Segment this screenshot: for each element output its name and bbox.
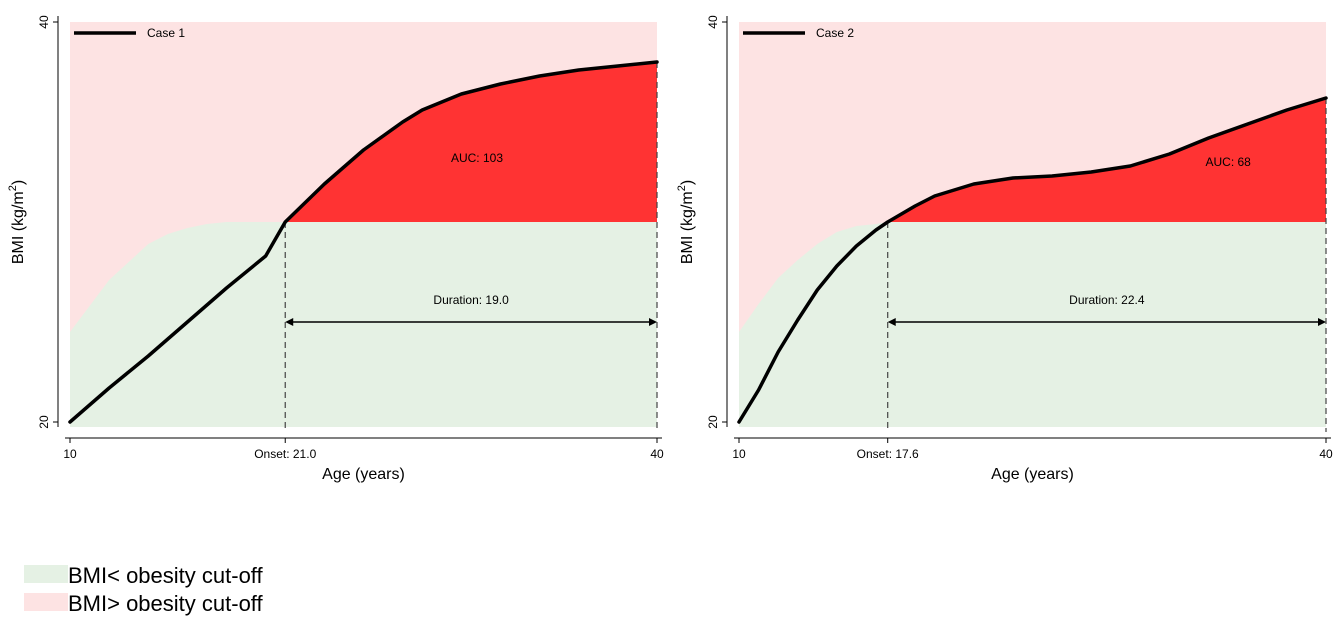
x-tick-label: Onset: 21.0	[254, 447, 316, 461]
duration-arrowhead-left	[887, 318, 896, 326]
duration-label: Duration: 19.0	[433, 293, 509, 307]
bmi-curve-line	[68, 60, 659, 424]
x-axis-title: Age (years)	[991, 466, 1074, 483]
y-tick-label: 20	[37, 415, 51, 429]
y-tick-label: 40	[706, 15, 720, 29]
legend-item-label: BMI> obesity cut-off	[68, 591, 264, 616]
chart-panel-1: Duration: 19.0 AUC: 103 Case 1 20 40 10 Onset:…	[7, 15, 664, 483]
legend-swatch	[24, 565, 68, 583]
x-tick-label: 10	[63, 447, 77, 461]
duration-label: Duration: 22.4	[1069, 293, 1145, 307]
legend-item-label: BMI< obesity cut-off	[68, 563, 264, 588]
x-axis-title: Age (years)	[322, 466, 405, 483]
below-cutoff-band	[70, 222, 657, 427]
auc-area	[285, 62, 657, 222]
y-tick-label: 20	[706, 415, 720, 429]
duration-arrowhead-left	[285, 318, 294, 326]
duration-arrowhead-right	[1318, 318, 1326, 326]
x-tick-label: 10	[732, 447, 746, 461]
bottom-legend: BMI< obesity cut-off BMI> obesity cut-off	[24, 563, 264, 616]
auc-label: AUC: 103	[451, 151, 503, 165]
legend-series-label: Case 2	[816, 26, 854, 40]
y-axis-title: BMI (kg/m2)	[676, 180, 696, 264]
chart-panel-2: Duration: 22.4 AUC: 68 Case 2 20 40 10 Onset: …	[676, 15, 1333, 483]
auc-label: AUC: 68	[1205, 155, 1251, 169]
bmi-curve-line	[737, 96, 1328, 424]
legend-series-label: Case 1	[147, 26, 185, 40]
y-tick-label: 40	[37, 15, 51, 29]
legend-swatch	[24, 593, 68, 611]
x-tick-label: 40	[1319, 447, 1333, 461]
below-cutoff-band	[739, 222, 1326, 427]
x-tick-label: Onset: 17.6	[857, 447, 919, 461]
y-axis-title: BMI (kg/m2)	[7, 180, 27, 264]
x-tick-label: 40	[650, 447, 664, 461]
duration-arrowhead-right	[649, 318, 657, 326]
auc-area	[887, 98, 1326, 222]
